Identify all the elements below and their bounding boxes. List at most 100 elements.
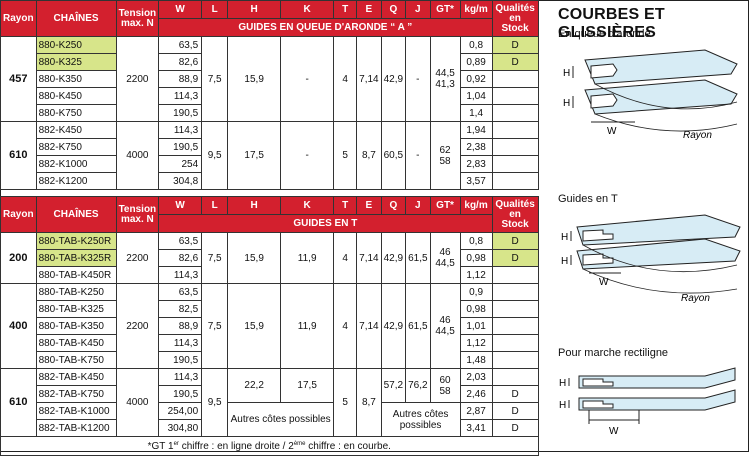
footnote: *GT 1er chiffre : en ligne droite / 2ème… (0, 436, 539, 456)
kg-cell: 1,94 (459, 121, 493, 139)
table-row: 200 880-TAB-K250R 2200 63,5 7,5 15,9 11,9 4 7,14… (0, 232, 539, 284)
guide-rail-lower (578, 389, 736, 411)
chain-cell: 882-TAB-K1200 (35, 419, 117, 437)
col-header-e: E (356, 0, 382, 19)
table-row: 610 882-TAB-K450 4000 114,3 9,5 22,2 17,5 5 8,7 5… (0, 368, 539, 437)
col-header-w: W (158, 196, 203, 215)
footnote-text: chiffre : en courbe. (305, 440, 391, 452)
q-cell: 42,9 (380, 283, 407, 369)
panel-title: COURBES ET GLISSIÈRES (558, 6, 665, 41)
j-cell: 61,5 (405, 283, 431, 369)
straight-guide-figure: H H W (559, 367, 736, 437)
spec-table: Rayon CHAÎNES Tension max. N W L H K T E Q J GT* kg/… (0, 0, 539, 456)
col-header-l: L (201, 0, 229, 19)
l-cell: 7,5 (201, 232, 229, 284)
kg-cell: 0,98 (459, 249, 493, 267)
w-cell: 190,5 (158, 385, 203, 403)
col-header-tension: Tension max. N (115, 196, 160, 233)
section-subtitle: GUIDES EN QUEUE D'ARONDE “ A ” (158, 18, 493, 37)
w-cell: 114,3 (158, 121, 203, 139)
col-header-kgm: kg/m (459, 0, 493, 19)
qualite-cell: D (491, 53, 539, 71)
kg-cell: 2,83 (459, 155, 493, 173)
chain-cell: 880-TAB-K750 (35, 351, 117, 369)
t-cell: 4 (333, 232, 358, 284)
chain-cell: 882-K750 (35, 138, 117, 156)
table-row: 610 882-K450 4000 114,3 9,5 17,5-5 8,7 60,5-62 … (0, 121, 539, 190)
k-cell: - (280, 121, 335, 190)
col-header-k: K (280, 0, 335, 19)
w-cell: 254 (158, 155, 203, 173)
gt-cell: 44,5 41,3 (429, 36, 461, 122)
chain-cell: 880-TAB-K450R (35, 266, 117, 284)
chain-cell: 880-TAB-K250 (35, 283, 117, 301)
table-row: 457 880-K250 2200 63,5 7,5 15,9-4 7,14 42,9-44,… (0, 36, 539, 122)
col-header-qualites: Qualités en Stock (491, 0, 539, 37)
w-cell: 114,3 (158, 266, 203, 284)
w-cell: 63,5 (158, 232, 203, 250)
kg-cell: 2,03 (459, 368, 493, 386)
table-row: 882-TAB-K1000 254,00 Autres côtes possible… (1, 402, 539, 437)
chain-cell: 880-K750 (35, 104, 117, 122)
t-profile-upper (582, 229, 614, 242)
w-cell: 304,80 (158, 419, 203, 437)
table-row: 882-K1200 304,8 3,57 (1, 172, 539, 190)
l-cell: 9,5 (201, 368, 229, 437)
col-header-h: H (227, 196, 282, 215)
l-cell: 7,5 (201, 36, 229, 122)
fig1-label: En queue d'aronde (558, 28, 651, 40)
t-cell: 5 (333, 368, 358, 437)
kg-cell: 2,38 (459, 138, 493, 156)
k-cell: 11,9 (280, 283, 335, 369)
qualite-cell (491, 121, 539, 139)
dim-h-label: H (559, 400, 566, 411)
k-cell: - (280, 36, 335, 122)
qualite-cell (491, 155, 539, 173)
footnote-superscript: ème (293, 440, 306, 447)
w-cell: 190,5 (158, 138, 203, 156)
col-header-chaines: CHAÎNES (35, 0, 117, 37)
table-row: 882-K1000 254 2,83 (1, 155, 539, 173)
w-cell: 63,5 (158, 36, 203, 54)
table-subheader-row: GUIDES EN QUEUE D'ARONDE “ A ” (1, 18, 539, 37)
table-row: 880-TAB-K350 88,9 1,01 (1, 317, 539, 335)
t-profile-lower (582, 400, 614, 409)
e-cell: 7,14 (356, 283, 382, 369)
spec-table-body: Rayon CHAÎNES Tension max. N W L H K T E Q J GT* kg/… (0, 0, 539, 456)
h-cell: 15,9 (227, 283, 282, 369)
table-row: 880-TAB-K325 82,5 0,98 (1, 300, 539, 318)
col-header-t: T (333, 0, 358, 19)
dovetail-profile-lower (590, 93, 618, 109)
rayon-label: Rayon (681, 293, 710, 304)
qualite-cell: D (491, 419, 539, 437)
chain-cell: 880-K450 (35, 87, 117, 105)
kg-cell: 1,48 (459, 351, 493, 369)
col-header-q: Q (380, 0, 407, 19)
qualite-cell: D (491, 385, 539, 403)
chain-cell: 882-TAB-K750 (35, 385, 117, 403)
q-cell: 42,9 (380, 36, 407, 122)
w-cell: 82,6 (158, 249, 203, 267)
qualite-cell (491, 334, 539, 352)
j-cell: - (405, 36, 431, 122)
dim-w-label: W (607, 126, 617, 137)
chain-cell: 880-K325 (35, 53, 117, 71)
table-row: 880-K750 190,5 1,4 (1, 104, 539, 122)
q-cell: 60,5 (380, 121, 407, 190)
table-row: 882-K750 190,5 2,38 (1, 138, 539, 156)
qualite-cell (491, 300, 539, 318)
t-profile-upper (582, 378, 614, 387)
fig3-label: Pour marche rectiligne (558, 347, 669, 359)
diagram-panel: COURBES ET GLISSIÈRES En queue d'aronde … (555, 0, 747, 450)
qualite-cell (491, 266, 539, 284)
footnote-text: *GT 1 (147, 440, 174, 452)
w-cell: 114,3 (158, 87, 203, 105)
col-header-t: T (333, 196, 358, 215)
dim-h-label: H (563, 98, 570, 109)
note-hk-cell: Autres côtes possibles (227, 402, 335, 437)
h-cell: 22,2 (227, 368, 282, 403)
dim-h-label: H (561, 256, 568, 267)
qualite-cell (491, 317, 539, 335)
gt-cell: 46 44,5 (429, 283, 461, 369)
t-profile-lower (582, 253, 614, 266)
